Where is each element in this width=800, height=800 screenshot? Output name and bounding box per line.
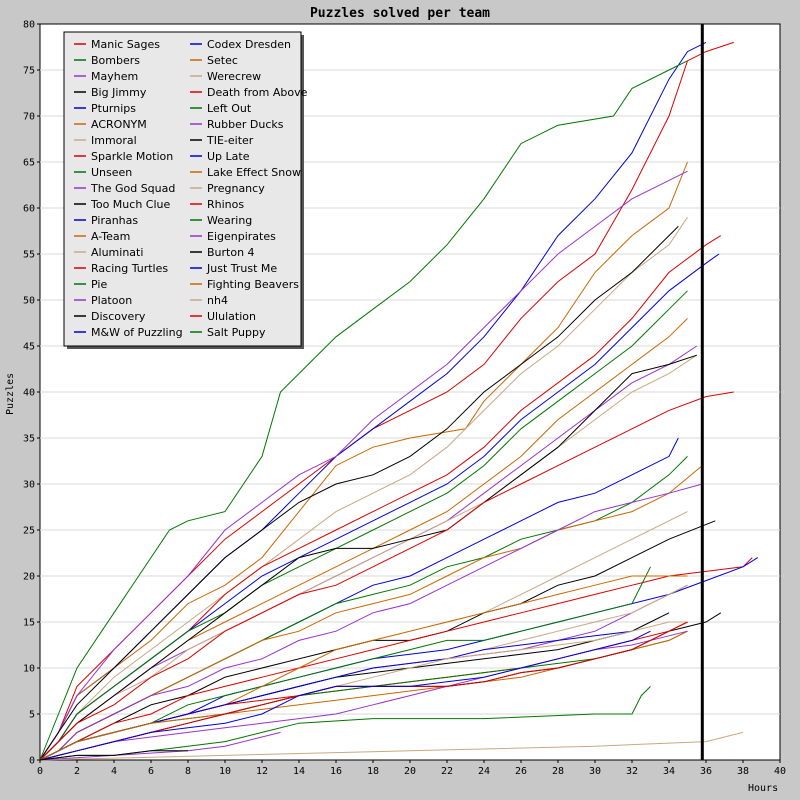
legend-entry: nh4 [207,294,228,307]
x-tick-label: 2 [74,766,80,777]
x-tick-label: 16 [330,766,342,777]
y-tick-label: 35 [23,434,35,445]
series-line-40 [39,731,281,761]
legend-entry: Discovery [91,310,146,323]
series-line-10 [39,290,688,761]
series-line-7 [39,226,679,761]
legend-entry: Big Jimmy [91,86,147,99]
legend-entry: Codex Dresden [207,38,291,51]
legend-entry: Death from Above [207,86,308,99]
series-line-39 [39,731,744,761]
legend-entry: Lake Effect Snow [207,166,301,179]
y-tick-label: 5 [29,710,35,721]
legend-entry: Burton 4 [207,246,255,259]
x-tick-label: 6 [148,766,154,777]
series-line-19 [39,483,703,761]
legend-entry: ACRONYM [91,118,147,131]
legend-entry: The God Squad [90,182,175,195]
y-tick-label: 65 [23,158,35,169]
y-tick-label: 15 [23,618,35,629]
series-line-6 [39,216,688,761]
legend-entry: Pregnancy [207,182,265,195]
series-line-13 [39,354,698,761]
y-tick-label: 60 [23,204,35,215]
series-line-14 [39,354,697,761]
legend-box [63,31,302,347]
legend-entry: Piranhas [91,214,138,227]
legend-entry: Just Trust Me [206,262,277,275]
x-tick-label: 10 [219,766,231,777]
y-tick-label: 45 [23,342,35,353]
legend-entry: M&W of Puzzling [91,326,183,339]
y-tick-label: 75 [23,66,35,77]
legend-entry: Rubber Ducks [207,118,284,131]
series-line-15 [39,391,734,761]
legend-entry: Fighting Beavers [207,278,299,291]
legend-entry: Setec [207,54,238,67]
chart-title: Puzzles solved per team [310,6,490,21]
x-tick-label: 30 [589,766,601,777]
y-tick-label: 0 [29,756,35,767]
x-tick-label: 40 [774,766,786,777]
legend-entry: Racing Turtles [91,262,168,275]
x-tick-label: 8 [185,766,191,777]
y-tick-label: 55 [23,250,35,261]
y-axis-label: Puzzles [5,373,16,415]
legend-entry: Too Much Clue [90,198,170,211]
y-tick-label: 30 [23,480,35,491]
y-tick-label: 80 [23,20,35,31]
legend-entry: Mayhem [91,70,138,83]
series-lines [39,41,759,761]
x-tick-label: 14 [293,766,305,777]
legend-entry: Ululation [207,310,256,323]
x-tick-label: 26 [515,766,527,777]
x-tick-label: 22 [441,766,453,777]
x-tick-label: 32 [626,766,638,777]
y-tick-label: 10 [23,664,35,675]
x-tick-label: 24 [478,766,490,777]
x-tick-label: 0 [37,766,43,777]
legend-entry: Up Late [207,150,250,163]
series-line-4 [39,161,688,761]
legend-entry: Pie [91,278,107,291]
x-tick-label: 38 [737,766,749,777]
x-tick-label: 20 [404,766,416,777]
series-line-37 [39,630,651,761]
y-tick-label: 50 [23,296,35,307]
series-line-41 [39,750,188,761]
x-tick-label: 18 [367,766,379,777]
legend-entry: Left Out [207,102,252,115]
legend-entry: Salt Puppy [207,326,266,339]
series-line-3 [39,60,688,761]
legend-entry: Werecrew [207,70,261,83]
legend-entry: Immoral [91,134,137,147]
legend-entry: Manic Sages [91,38,160,51]
y-tick-label: 25 [23,526,35,537]
legend: Manic Sages Codex Dresden Bombers Setec Mayh… [63,31,308,349]
x-tick-label: 12 [256,766,268,777]
series-line-22 [39,557,753,761]
y-tick-label: 20 [23,572,35,583]
x-tick-label: 28 [552,766,564,777]
legend-entry: Pturnips [91,102,136,115]
legend-entry: A-Team [91,230,130,243]
x-tick-label: 36 [700,766,712,777]
x-tick-label: 4 [111,766,117,777]
y-tick-label: 70 [23,112,35,123]
legend-entry: Wearing [207,214,252,227]
legend-entry: Eigenpirates [207,230,276,243]
legend-entry: Sparkle Motion [91,150,173,163]
legend-entry: TIE-eiter [206,134,254,147]
y-tick-label: 40 [23,388,35,399]
x-axis-label: Hours [748,783,778,794]
legend-entry: Aluminati [91,246,143,259]
legend-entry: Unseen [91,166,132,179]
x-tick-label: 34 [663,766,675,777]
legend-entry: Bombers [91,54,140,67]
legend-entry: Platoon [91,294,132,307]
series-line-5 [39,170,688,761]
legend-entry: Rhinos [207,198,244,211]
